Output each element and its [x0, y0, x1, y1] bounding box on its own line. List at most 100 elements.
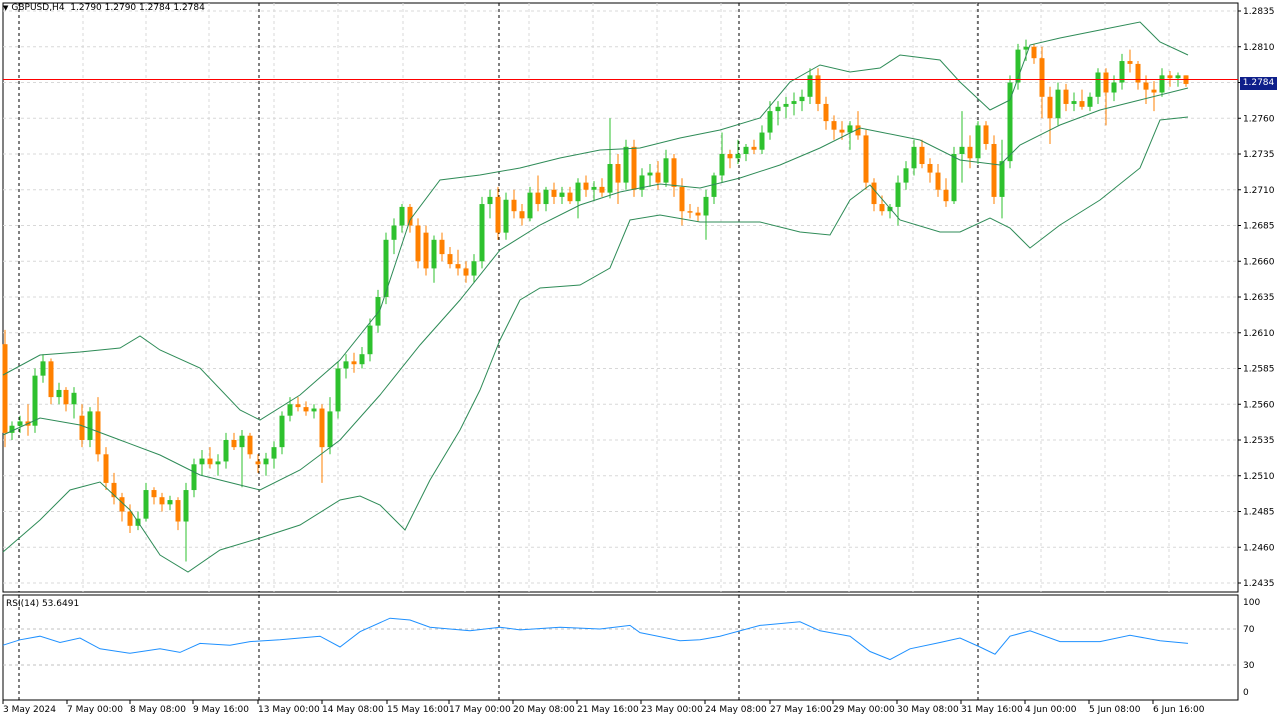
price-axis-label: 1.2510	[1243, 472, 1275, 482]
bear-candle	[991, 143, 997, 197]
bear-candle	[447, 254, 453, 265]
bull-candle	[431, 239, 437, 269]
time-axis-label: 27 May 16:00	[770, 705, 832, 715]
bull-candle	[975, 125, 981, 159]
bear-candle	[823, 103, 829, 122]
bull-candle	[1095, 72, 1101, 97]
bear-candle	[231, 440, 237, 448]
bull-candle	[663, 158, 669, 183]
bear-candle	[863, 135, 869, 183]
bull-candle	[575, 182, 581, 202]
bear-candle	[415, 225, 421, 262]
bear-candle	[1127, 61, 1133, 64]
bull-candle	[1055, 89, 1061, 119]
rsi-axis-label: 100	[1243, 598, 1260, 608]
bull-candle	[9, 425, 15, 433]
bull-candle	[1023, 46, 1029, 50]
bull-candle	[383, 239, 389, 297]
bull-candle	[951, 154, 957, 202]
bear-candle	[815, 75, 821, 104]
bull-candle	[911, 146, 917, 169]
time-axis-label: 29 May 00:00	[833, 705, 895, 715]
price-axis-label: 1.2535	[1243, 436, 1275, 446]
bull-candle	[959, 146, 965, 154]
price-axis-label: 1.2710	[1243, 186, 1275, 196]
bull-candle	[783, 103, 789, 107]
bear-candle	[879, 204, 885, 212]
price-axis-label: 1.2485	[1243, 508, 1275, 518]
bull-candle	[527, 192, 533, 219]
bear-candle	[463, 268, 469, 276]
bull-candle	[375, 297, 381, 326]
bear-candle	[927, 164, 933, 173]
bull-candle	[775, 106, 781, 112]
time-axis-label: 17 May 00:00	[449, 705, 511, 715]
bull-candle	[767, 111, 773, 133]
bear-candle	[1079, 101, 1085, 107]
price-axis-label: 1.2660	[1243, 257, 1275, 267]
bull-candle	[503, 199, 509, 233]
bear-candle	[175, 500, 181, 522]
bull-candle	[543, 189, 549, 205]
bull-candle	[607, 164, 613, 193]
bull-candle	[359, 354, 365, 365]
bull-candle	[807, 75, 813, 97]
time-axis-label: 13 May 00:00	[258, 705, 320, 715]
time-axis-label: 3 May 2024	[3, 705, 56, 715]
bull-candle	[711, 175, 717, 197]
bear-candle	[407, 206, 413, 226]
bull-candle	[735, 154, 741, 159]
bear-candle	[567, 192, 573, 202]
bull-candle	[791, 101, 797, 104]
time-axis-label: 31 May 16:00	[961, 705, 1023, 715]
bear-candle	[615, 164, 621, 183]
bear-candle	[439, 239, 445, 255]
bull-candle	[215, 461, 221, 465]
bear-candle	[1135, 63, 1141, 83]
bear-candle	[1167, 75, 1173, 79]
bear-candle	[655, 172, 661, 183]
bull-candle	[271, 447, 277, 459]
current-price-tag: 1.2784	[1240, 77, 1277, 90]
time-axis-label: 15 May 16:00	[387, 705, 449, 715]
bear-candle	[2, 344, 8, 433]
bear-candle	[935, 172, 941, 190]
bull-candle	[1175, 75, 1181, 79]
bull-candle	[471, 261, 477, 276]
bull-candle	[311, 408, 317, 412]
bull-candle	[40, 361, 46, 376]
bull-candle	[223, 440, 229, 462]
bull-candle	[191, 464, 197, 491]
bear-candle	[535, 192, 541, 205]
rsi-axis-label: 0	[1243, 688, 1249, 698]
time-axis-label: 14 May 08:00	[322, 705, 384, 715]
bollinger-lower	[2, 116, 1189, 573]
bull-candle	[623, 146, 629, 183]
bull-candle	[999, 161, 1005, 197]
price-axis-label: 1.2610	[1243, 329, 1275, 339]
bear-candle	[495, 196, 501, 233]
price-axis-label: 1.2760	[1243, 114, 1275, 124]
bull-candle	[759, 132, 765, 150]
bear-candle	[919, 146, 925, 165]
bull-candle	[335, 368, 341, 412]
bull-candle	[391, 225, 397, 240]
bull-candle	[703, 196, 709, 216]
bear-candle	[255, 461, 261, 465]
bull-candle	[1119, 61, 1125, 83]
rsi-line	[2, 617, 1189, 661]
bear-candle	[1039, 58, 1045, 97]
bull-candle	[287, 404, 293, 416]
bull-candle	[799, 96, 805, 102]
bear-candle	[103, 454, 109, 483]
bear-candle	[631, 146, 637, 190]
price-axis-label: 1.2435	[1243, 579, 1275, 589]
bear-candle	[79, 415, 85, 440]
bear-candle	[303, 407, 309, 412]
bull-candle	[183, 490, 189, 522]
bear-candle	[159, 497, 165, 505]
bear-candle	[831, 121, 837, 130]
bull-candle	[87, 411, 93, 440]
bear-candle	[983, 125, 989, 144]
